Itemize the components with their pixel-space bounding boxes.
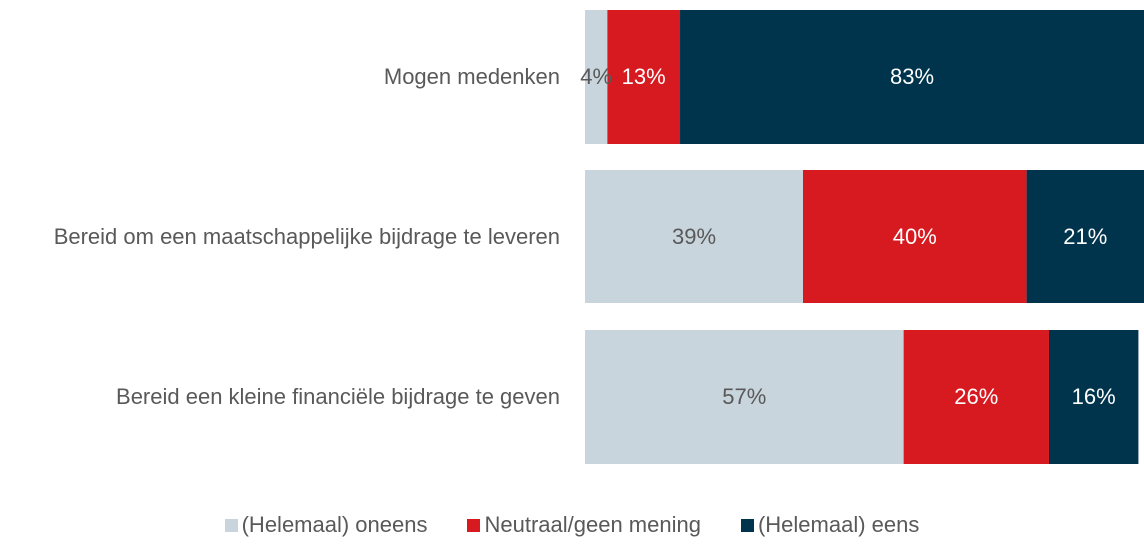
value-label: 57% — [722, 384, 767, 409]
category-label: Mogen medenken — [383, 64, 560, 89]
legend-item: (Helemaal) oneens — [224, 512, 428, 538]
value-label: 16% — [1071, 384, 1116, 409]
category-label: Bereid een kleine financiële bijdrage te… — [116, 384, 560, 409]
legend-label: (Helemaal) oneens — [241, 512, 428, 537]
bar-segment — [585, 330, 904, 464]
legend: (Helemaal) oneens Neutraal/geen mening (He… — [0, 512, 1144, 538]
value-label: 83% — [889, 64, 935, 89]
bar-segment — [1026, 170, 1144, 303]
value-label: 21% — [1063, 223, 1108, 249]
category-label: Bereid om een maatschappelijke bijdrage … — [53, 223, 560, 249]
legend-item: (Helemaal) eens — [740, 512, 920, 538]
value-label: 39% — [671, 223, 717, 249]
value-label: 40% — [892, 223, 937, 249]
legend-label: Neutraal/geen mening — [484, 512, 701, 537]
bar-segment — [1048, 330, 1139, 464]
bar-segment — [585, 10, 608, 144]
legend-swatch — [467, 518, 481, 532]
value-label: 26% — [954, 384, 999, 409]
value-label: 13% — [621, 64, 666, 89]
legend-swatch — [224, 518, 238, 532]
legend-item: Neutraal/geen mening — [467, 512, 701, 538]
bar-segment — [903, 330, 1049, 464]
legend-label: (Helemaal) eens — [757, 512, 920, 537]
bar-segment — [607, 10, 681, 144]
legend-swatch — [740, 518, 754, 532]
bar-segment — [803, 170, 1027, 303]
bar-segment — [680, 10, 1144, 144]
bar-segment — [585, 170, 804, 303]
value-label: 4% — [580, 64, 613, 89]
